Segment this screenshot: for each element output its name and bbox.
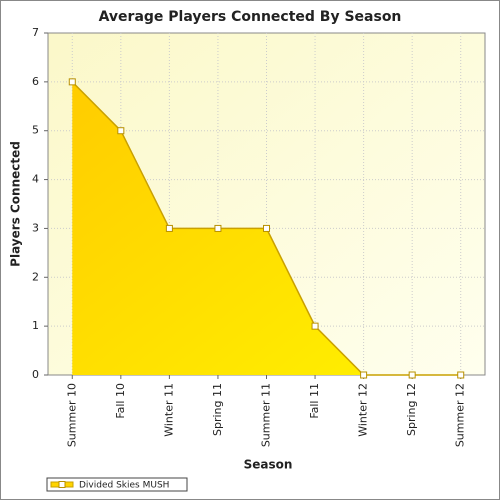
x-axis-title: Season: [244, 458, 293, 472]
y-tick-label: 4: [32, 173, 39, 186]
x-tick-label: Summer 12: [454, 383, 467, 447]
chart-title: Average Players Connected By Season: [99, 9, 402, 25]
x-tick-label: Winter 11: [162, 383, 175, 437]
y-tick-label: 2: [32, 270, 39, 283]
marker: [408, 371, 416, 379]
y-tick-label: 5: [32, 124, 39, 137]
x-tick-label: Winter 12: [357, 383, 370, 437]
marker: [360, 371, 368, 379]
y-tick-label: 1: [32, 319, 39, 332]
y-tick-label: 3: [32, 221, 39, 234]
x-tick-label: Summer 11: [260, 383, 273, 447]
x-tick-label: Spring 11: [211, 383, 224, 436]
marker: [263, 224, 270, 232]
y-axis-title: Players Connected: [9, 141, 23, 267]
legend-marker: [58, 481, 66, 488]
x-tick-label: Fall 10: [114, 383, 127, 419]
marker: [457, 371, 465, 379]
y-tick-label: 6: [32, 75, 39, 88]
legend-box: [46, 477, 188, 492]
marker: [214, 224, 222, 232]
x-tick-label: Summer 10: [65, 383, 78, 447]
y-tick-label: 0: [32, 368, 39, 381]
x-tick-label: Spring 12: [405, 383, 418, 436]
marker: [165, 224, 173, 232]
area: [72, 81, 461, 375]
x-tick-label: Fall 11: [308, 383, 321, 419]
marker: [311, 322, 319, 330]
legend-label: Divided Skies MUSH: [79, 481, 169, 491]
marker: [68, 78, 76, 86]
y-tick-label: 7: [32, 26, 39, 39]
marker: [117, 127, 125, 135]
